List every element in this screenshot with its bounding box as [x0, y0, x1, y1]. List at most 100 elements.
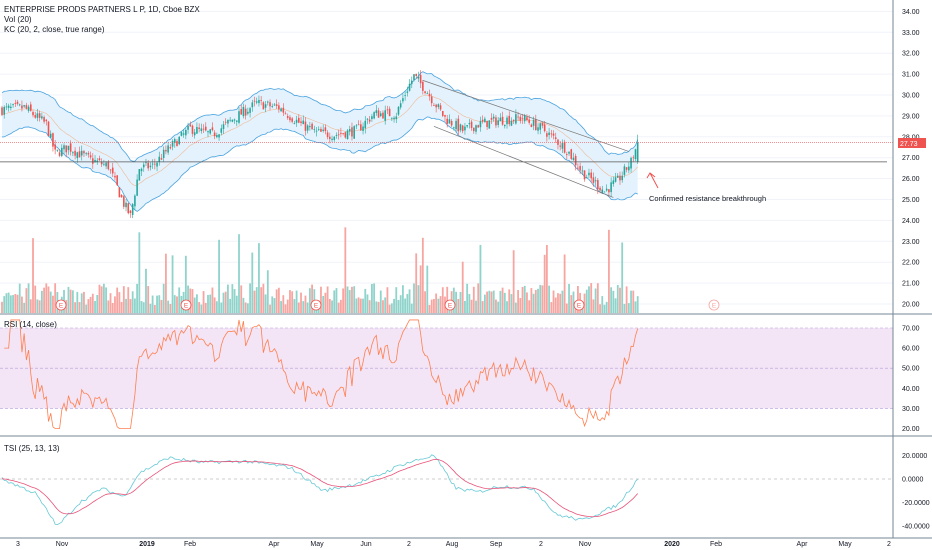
candle-body: [306, 125, 309, 131]
volume-bar: [83, 291, 85, 313]
candle-body: [293, 123, 296, 124]
candle-body: [351, 127, 353, 137]
candle-body: [566, 154, 568, 155]
candle-body: [220, 128, 223, 133]
candle-body: [244, 108, 247, 116]
candle-body: [282, 107, 285, 113]
candle-body: [178, 136, 180, 145]
volume-bar: [612, 290, 615, 313]
volume-bar: [359, 298, 362, 313]
volume-bar: [7, 292, 10, 313]
candle-body: [475, 125, 477, 132]
volume-bar: [45, 283, 48, 313]
candle-body: [247, 111, 249, 114]
volume-bar: [129, 299, 132, 313]
overlay-labels: Confirmed resistance breakthrough 27.73: [649, 138, 926, 203]
x-axis-label: Feb: [184, 541, 196, 548]
volume-bar: [362, 298, 364, 313]
drawing-tools[interactable]: [0, 80, 893, 198]
candle-body: [29, 104, 32, 111]
x-axis-label: May: [838, 541, 852, 548]
candle-body: [599, 187, 601, 191]
candle-body: [344, 132, 347, 138]
volume-bar: [306, 302, 309, 313]
x-axis-label: Jun: [360, 541, 371, 548]
candle-body: [324, 127, 327, 132]
volume-bar: [235, 295, 238, 313]
keltner-fill: [2, 71, 638, 212]
candle-body: [242, 106, 245, 117]
volume-bar: [534, 289, 537, 313]
volume-bar: [433, 298, 435, 313]
candle-body: [182, 133, 185, 135]
volume-legend[interactable]: Vol (20): [4, 15, 32, 24]
volume-bar: [570, 295, 573, 313]
volume-bar: [178, 287, 181, 313]
candle-body: [34, 115, 37, 118]
symbol-title[interactable]: ENTERPRISE PRODS PARTNERS L P, 1D, Cboe …: [4, 5, 200, 14]
volume-bar: [71, 290, 74, 313]
earnings-icon: [573, 299, 585, 311]
candle-body: [402, 98, 404, 102]
candle-body: [375, 110, 378, 113]
candle-body: [543, 124, 546, 132]
volume-bar: [353, 286, 356, 313]
volume-bar: [563, 254, 566, 313]
volume-bar: [284, 304, 287, 313]
volume-bar: [548, 285, 551, 313]
volume-bar: [424, 291, 426, 313]
candle-body: [5, 106, 8, 108]
candle-body: [211, 127, 214, 131]
tsi-legend[interactable]: TSI (25, 13, 13): [4, 444, 60, 453]
candle-body: [240, 109, 243, 115]
annotation-arrow: [646, 172, 659, 189]
candle-body: [289, 117, 291, 121]
volume-bar: [437, 298, 440, 313]
candle-body: [114, 175, 116, 178]
volume-bar: [273, 298, 276, 313]
candle-body: [165, 150, 167, 152]
candle-body: [80, 150, 83, 156]
time-scale[interactable]: 3 Nov 2019 Feb Apr May Jun 2 Aug Sep 2 Nov 2020 Feb Ap…: [16, 541, 891, 548]
volume-bar: [452, 287, 455, 313]
volume-bar: [512, 250, 515, 313]
volume-bar: [483, 294, 486, 313]
candle-body: [357, 124, 360, 126]
candle-body: [76, 152, 79, 159]
volume-bar: [227, 284, 229, 313]
volume-bar: [258, 243, 260, 313]
candle-body: [249, 108, 251, 113]
candle-body: [422, 81, 424, 91]
price-scale[interactable]: 34.00 33.00 32.00 31.00 30.00 29.00 28.00 27.00…: [902, 9, 930, 531]
candle-body: [302, 120, 305, 125]
earnings-label: E: [59, 303, 64, 310]
candle-body: [54, 144, 56, 150]
volume-bar: [514, 302, 517, 313]
volume-bar: [390, 303, 393, 313]
volume-bar: [446, 286, 449, 313]
volume-bar: [204, 302, 207, 313]
volume-bar: [193, 297, 196, 313]
volume-bar: [282, 295, 285, 313]
volume-bar: [78, 302, 81, 313]
keltner-legend[interactable]: KC (20, 2, close, true range): [4, 25, 105, 34]
x-axis-label: Apr: [269, 541, 281, 548]
volume-bar: [435, 293, 438, 313]
candle-body: [636, 142, 639, 162]
rsi-legend[interactable]: RSI (14, close): [4, 320, 57, 329]
volume-bar: [253, 290, 256, 313]
volume-bar: [475, 300, 477, 313]
volume-bar: [240, 285, 243, 313]
x-axis-label: Feb: [710, 541, 722, 548]
volume-bar: [357, 297, 360, 313]
volume-bar: [229, 298, 232, 313]
volume-bar: [23, 302, 26, 313]
candle-body: [342, 133, 344, 135]
candle-body: [14, 103, 17, 104]
volume-bar: [488, 290, 491, 313]
volume-bar: [508, 289, 511, 313]
volume-bar: [100, 286, 103, 313]
